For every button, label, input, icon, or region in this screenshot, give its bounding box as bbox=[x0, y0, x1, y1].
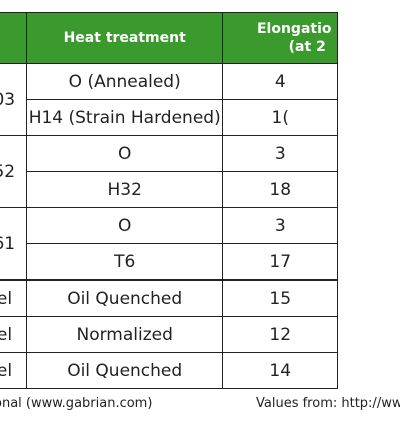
cell-elongation: 14 bbox=[222, 352, 338, 389]
cell-alloy-6061: m 6061 bbox=[0, 207, 27, 281]
cell-alloy-4340: 0 Steel bbox=[0, 352, 27, 389]
footer-values-source: Values from: http://www bbox=[256, 396, 400, 411]
cell-elongation: 4 bbox=[222, 63, 338, 100]
header-heat-treatment: Heat treatment bbox=[25, 12, 224, 64]
cell-treatment: T6 bbox=[25, 243, 224, 281]
header-alloy: y bbox=[0, 12, 27, 64]
cell-elongation: 15 bbox=[222, 279, 338, 317]
cell-treatment: O (Annealed) bbox=[25, 63, 224, 100]
cell-alloy-5052: m 5052 bbox=[0, 135, 27, 208]
header-elongation: Elongatio (at 2 bbox=[222, 12, 338, 64]
cell-alloy-4130: 0 Steel bbox=[0, 279, 27, 317]
table-header-row: y Heat treatment Elongatio (at 2 bbox=[0, 12, 338, 64]
cell-elongation: 18 bbox=[222, 171, 338, 208]
table-row: H14 (Strain Hardened) 1( bbox=[0, 99, 338, 136]
cell-treatment: Normalized bbox=[25, 316, 224, 353]
cell-alloy-3003: m 3003 bbox=[0, 63, 27, 136]
table-row: m 3003 O (Annealed) 4 bbox=[0, 63, 338, 136]
table-row: H32 18 bbox=[0, 171, 338, 208]
cell-elongation: 3 bbox=[222, 135, 338, 172]
footer-source-credit: onal (www.gabrian.com) bbox=[0, 396, 153, 411]
cell-alloy-4140: 0 Steel bbox=[0, 316, 27, 353]
alloy-properties-table: y Heat treatment Elongatio (at 2 m 3003 … bbox=[0, 12, 338, 389]
cell-treatment: H14 (Strain Hardened) bbox=[25, 99, 224, 136]
table-row: 0 Steel Oil Quenched 14 bbox=[0, 352, 338, 389]
cell-elongation: 12 bbox=[222, 316, 338, 353]
cell-treatment: H32 bbox=[25, 171, 224, 208]
table-row: 0 Steel Oil Quenched 15 bbox=[0, 279, 338, 317]
cell-elongation: 3 bbox=[222, 207, 338, 244]
table-row: 0 Steel Normalized 12 bbox=[0, 316, 338, 353]
cell-elongation: 17 bbox=[222, 243, 338, 281]
cell-treatment: Oil Quenched bbox=[25, 279, 224, 317]
cell-treatment: O bbox=[25, 207, 224, 244]
cell-treatment: Oil Quenched bbox=[25, 352, 224, 389]
table-row: T6 17 bbox=[0, 243, 338, 281]
table-row: m 5052 O 3 bbox=[0, 135, 338, 208]
cell-elongation: 1( bbox=[222, 99, 338, 136]
cell-treatment: O bbox=[25, 135, 224, 172]
table-row: m 6061 O 3 bbox=[0, 207, 338, 281]
